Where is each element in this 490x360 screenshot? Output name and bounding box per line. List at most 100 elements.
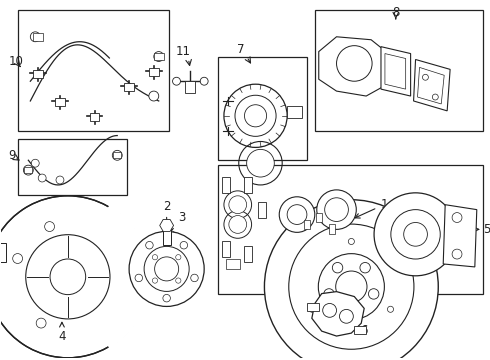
Bar [113, 152, 121, 158]
Polygon shape [414, 59, 450, 111]
Circle shape [56, 176, 64, 184]
Bar [124, 83, 134, 91]
Circle shape [391, 210, 440, 259]
Bar [315, 10, 483, 131]
Circle shape [24, 165, 33, 175]
Bar [0, 243, 5, 262]
Bar [244, 246, 251, 262]
Circle shape [265, 200, 438, 360]
Circle shape [279, 197, 315, 232]
Circle shape [318, 254, 384, 320]
Text: 1: 1 [355, 198, 388, 218]
Circle shape [325, 198, 348, 221]
Text: 5: 5 [483, 223, 490, 236]
Circle shape [246, 149, 274, 177]
Polygon shape [381, 47, 411, 96]
Polygon shape [319, 37, 386, 96]
Circle shape [149, 91, 159, 101]
Text: 10: 10 [9, 55, 24, 68]
Circle shape [336, 271, 367, 302]
Circle shape [332, 262, 343, 273]
Circle shape [422, 74, 428, 80]
Bar [354, 326, 366, 334]
Bar [222, 241, 230, 257]
Circle shape [432, 94, 438, 100]
Text: 7: 7 [237, 43, 245, 56]
Circle shape [146, 242, 153, 249]
Text: 6: 6 [348, 322, 368, 337]
Circle shape [45, 222, 54, 231]
Circle shape [129, 231, 204, 306]
Circle shape [155, 257, 179, 281]
Circle shape [38, 174, 46, 182]
Circle shape [287, 205, 307, 224]
Circle shape [176, 278, 181, 283]
Bar [154, 53, 164, 60]
Circle shape [135, 274, 143, 282]
Circle shape [152, 255, 158, 260]
Bar [19, 10, 169, 131]
Bar [33, 33, 43, 41]
Bar [218, 57, 307, 160]
Text: 4: 4 [58, 322, 66, 343]
Circle shape [368, 289, 379, 299]
Circle shape [180, 242, 188, 249]
Text: 2: 2 [163, 200, 171, 213]
Circle shape [163, 294, 171, 302]
Circle shape [13, 253, 23, 264]
Bar [307, 303, 319, 311]
Circle shape [348, 238, 354, 244]
Bar [218, 165, 483, 294]
Circle shape [337, 46, 372, 81]
Text: 11: 11 [176, 45, 191, 58]
Circle shape [36, 318, 46, 328]
Circle shape [452, 249, 462, 259]
Bar [24, 167, 32, 173]
Text: 8: 8 [392, 6, 399, 19]
Circle shape [360, 262, 370, 273]
Bar [329, 224, 335, 234]
Circle shape [324, 289, 334, 299]
Circle shape [374, 193, 457, 276]
Circle shape [112, 150, 122, 160]
Circle shape [452, 213, 462, 222]
Circle shape [152, 278, 158, 283]
Circle shape [30, 32, 40, 42]
Bar [304, 220, 310, 229]
Bar [33, 70, 43, 78]
Bar [55, 98, 65, 106]
Circle shape [26, 235, 110, 319]
Bar [222, 177, 230, 193]
Bar [90, 113, 99, 121]
Text: 3: 3 [169, 211, 185, 234]
Circle shape [200, 77, 208, 85]
Circle shape [0, 196, 149, 358]
Circle shape [31, 159, 39, 167]
Circle shape [172, 77, 180, 85]
Circle shape [229, 216, 246, 233]
Polygon shape [385, 54, 406, 89]
Circle shape [340, 309, 353, 323]
Polygon shape [312, 292, 364, 336]
Circle shape [346, 305, 357, 315]
Polygon shape [417, 67, 444, 104]
Polygon shape [443, 205, 477, 267]
Circle shape [176, 255, 181, 260]
Circle shape [323, 303, 337, 317]
Bar [259, 202, 267, 217]
Bar [163, 228, 171, 245]
Bar [226, 259, 240, 269]
Circle shape [154, 51, 164, 62]
Circle shape [309, 306, 315, 312]
Circle shape [224, 84, 287, 147]
Circle shape [235, 95, 276, 136]
Text: 9: 9 [9, 149, 16, 162]
Circle shape [229, 196, 246, 213]
Bar [149, 68, 159, 76]
Bar [185, 81, 196, 93]
Circle shape [191, 274, 198, 282]
Circle shape [388, 306, 393, 312]
Circle shape [50, 259, 86, 294]
Wedge shape [68, 205, 151, 348]
Bar [316, 213, 322, 222]
